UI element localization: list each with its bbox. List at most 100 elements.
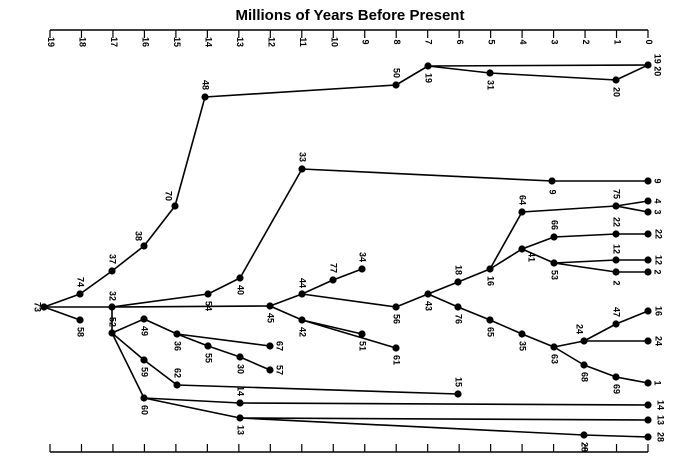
- tree-node-label: 13: [236, 425, 246, 435]
- tree-branch: [176, 333, 271, 347]
- tree-node: [204, 290, 212, 298]
- tree-node: [171, 202, 179, 210]
- tree-node: [550, 259, 558, 267]
- tree-node-label: 51: [358, 341, 368, 351]
- tree-branch: [395, 293, 429, 308]
- tree-branch: [615, 310, 649, 325]
- tree-node: [140, 315, 148, 323]
- tree-node: [173, 381, 181, 389]
- tree-node: [580, 361, 588, 369]
- tree-node-label: 44: [298, 278, 308, 288]
- tree-node-label: 20: [612, 87, 622, 97]
- tree-node: [612, 202, 620, 210]
- tree-branch: [521, 248, 555, 264]
- tree-node-label: 42: [298, 327, 308, 337]
- tree-branch: [111, 293, 209, 308]
- tree-branch: [301, 319, 397, 349]
- tree-node-label: 56: [392, 314, 402, 324]
- tree-branch: [143, 359, 178, 386]
- tree-node: [76, 290, 84, 298]
- axis-tick-label: 9: [361, 39, 371, 44]
- tree-node: [612, 320, 620, 328]
- tree-node: [108, 329, 116, 337]
- tree-node-label: 74: [76, 277, 86, 287]
- tree-branch: [427, 65, 491, 74]
- tree-branch: [553, 262, 617, 273]
- tree-node-label: 75: [612, 189, 622, 199]
- tree-branch: [301, 168, 553, 182]
- tree-node: [236, 414, 244, 422]
- axis-tick-label: 4: [518, 39, 528, 44]
- tree-node-label: 69: [612, 384, 622, 394]
- tree-node-label: 9: [653, 178, 663, 183]
- tree-node-label: 2: [612, 280, 622, 285]
- tree-node-label: 15: [454, 377, 464, 387]
- tree-branch: [174, 96, 206, 207]
- tree-node: [392, 81, 400, 89]
- axis-tick-label: 5: [487, 39, 497, 44]
- tree-node: [486, 265, 494, 273]
- tree-node-label: 64: [518, 195, 528, 205]
- tree-node: [392, 344, 400, 352]
- tree-branch: [43, 293, 81, 308]
- tree-node: [108, 303, 116, 311]
- tree-node-label: 12: [654, 255, 664, 265]
- axis-tick-label: 14: [203, 37, 213, 47]
- tree-node: [644, 401, 652, 409]
- tree-node: [518, 330, 526, 338]
- tree-node: [266, 302, 274, 310]
- tree-branch: [553, 346, 585, 366]
- tree-branch: [553, 233, 617, 238]
- tree-node: [644, 177, 652, 185]
- tree-node-label: 62: [173, 368, 183, 378]
- tree-node-label: 77: [329, 263, 339, 273]
- tree-branch: [521, 205, 617, 213]
- tree-node: [518, 208, 526, 216]
- tree-branch: [489, 211, 523, 270]
- axis-tick-label: 16: [140, 37, 150, 47]
- tree-node: [644, 433, 652, 441]
- axis-tick-label: 1: [613, 39, 623, 44]
- tree-node: [612, 256, 620, 264]
- tree-node-label: 54: [204, 301, 214, 311]
- tree-branch: [239, 417, 585, 436]
- tree-node-label: 40: [236, 285, 246, 295]
- tree-node-label: 16: [486, 276, 496, 286]
- tree-node-label: 4: [653, 198, 663, 203]
- tree-branch: [332, 268, 363, 281]
- tree-branch: [176, 333, 209, 347]
- tree-branches: [43, 64, 649, 438]
- tree-node-label: 36: [173, 341, 183, 351]
- tree-node-label: 14: [656, 400, 666, 410]
- tree-node: [644, 256, 652, 264]
- tree-node: [40, 303, 48, 311]
- tree-node-label: 22: [612, 217, 622, 227]
- tree-node: [266, 366, 274, 374]
- tree-node: [454, 303, 462, 311]
- axis-tick-label: 15: [172, 37, 182, 47]
- tree-node-label: 65: [486, 327, 496, 337]
- tree-branch: [79, 270, 113, 295]
- tree-node: [612, 268, 620, 276]
- tree-node-label: 24: [575, 324, 585, 334]
- tree-node-label: 60: [140, 405, 150, 415]
- tree-branch: [143, 318, 178, 335]
- tree-node: [424, 290, 432, 298]
- tree-node: [204, 342, 212, 350]
- axis-tick-label: 11: [298, 37, 308, 47]
- tree-branch: [269, 305, 303, 321]
- tree-node-label: 34: [358, 252, 368, 262]
- axis-tick-label: 10: [329, 37, 339, 47]
- tree-node-label: 30: [236, 364, 246, 374]
- tree-node: [518, 245, 526, 253]
- tree-node-label: 53: [550, 270, 560, 280]
- tree-node-label: 37: [108, 254, 118, 264]
- tree-node: [644, 307, 652, 315]
- tree-branch: [143, 205, 176, 247]
- axis-tick-label: 2: [581, 39, 591, 44]
- time-axis: 19 18 17 16 15 14 13 12 11 10 9 8 7 6 5 4 3 2 1 0: [46, 29, 654, 453]
- tree-branch: [301, 293, 397, 308]
- tree-node: [454, 278, 462, 286]
